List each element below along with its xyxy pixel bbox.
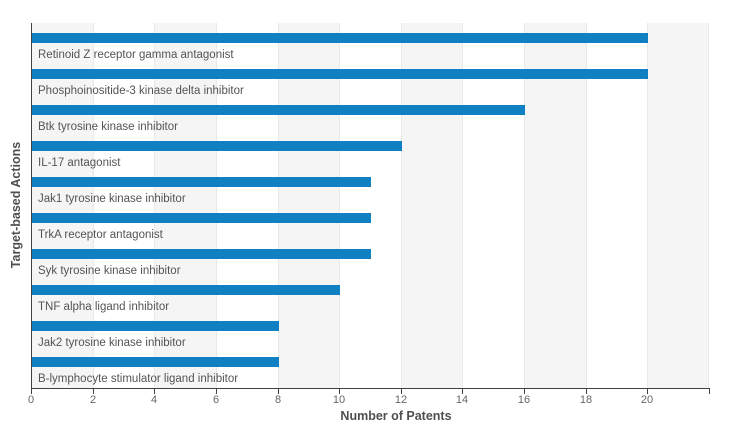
x-axis-title: Number of Patents bbox=[340, 409, 452, 423]
x-tick-label: 18 bbox=[579, 394, 593, 406]
x-axis-tick bbox=[154, 389, 155, 394]
x-axis-tick bbox=[31, 389, 32, 394]
x-axis-tick bbox=[216, 389, 217, 394]
category-label: Syk tyrosine kinase inhibitor bbox=[38, 265, 181, 277]
gridline bbox=[339, 23, 340, 388]
background-band bbox=[524, 23, 586, 388]
x-tick-label: 10 bbox=[332, 394, 346, 406]
gridline bbox=[216, 23, 217, 388]
bar[interactable] bbox=[32, 321, 279, 331]
bar[interactable] bbox=[32, 249, 371, 259]
x-tick-label: 8 bbox=[274, 394, 282, 406]
x-axis-tick bbox=[647, 389, 648, 394]
x-tick-label: 14 bbox=[455, 394, 469, 406]
x-tick-label: 12 bbox=[394, 394, 408, 406]
gridline bbox=[401, 23, 402, 388]
plot-area: Retinoid Z receptor gamma antagonist Phos… bbox=[31, 23, 709, 388]
x-axis-tick bbox=[278, 389, 279, 394]
category-label: Jak1 tyrosine kinase inhibitor bbox=[38, 193, 186, 205]
category-label: Retinoid Z receptor gamma antagonist bbox=[38, 49, 234, 61]
bar[interactable] bbox=[32, 105, 526, 115]
bar[interactable] bbox=[32, 141, 402, 151]
x-tick-label: 4 bbox=[150, 394, 158, 406]
category-label: IL-17 antagonist bbox=[38, 157, 121, 169]
gridline bbox=[524, 23, 525, 388]
x-tick-label: 0 bbox=[27, 394, 35, 406]
bar[interactable] bbox=[32, 213, 371, 223]
background-band bbox=[647, 23, 709, 388]
bar[interactable] bbox=[32, 69, 649, 79]
bar[interactable] bbox=[32, 285, 341, 295]
category-label: Phosphoinositide-3 kinase delta inhibito… bbox=[38, 85, 244, 97]
x-tick-label: 16 bbox=[517, 394, 531, 406]
x-tick-label: 6 bbox=[212, 394, 220, 406]
gridline bbox=[708, 23, 709, 388]
background-band bbox=[400, 23, 463, 388]
category-label: TrkA receptor antagonist bbox=[38, 229, 163, 241]
bar[interactable] bbox=[32, 33, 649, 43]
gridline bbox=[278, 23, 279, 388]
x-tick-label: 20 bbox=[640, 394, 654, 406]
category-label: Jak2 tyrosine kinase inhibitor bbox=[38, 337, 186, 349]
y-axis-line bbox=[31, 23, 32, 389]
bar[interactable] bbox=[32, 177, 371, 187]
x-axis-tick bbox=[586, 389, 587, 394]
gridline bbox=[93, 23, 94, 388]
x-axis-line bbox=[31, 388, 710, 389]
category-label: B-lymphocyte stimulator ligand inhibitor bbox=[38, 373, 239, 385]
x-axis-tick bbox=[401, 389, 402, 394]
x-axis-tick bbox=[339, 389, 340, 394]
gridline bbox=[586, 23, 587, 388]
x-axis-tick bbox=[709, 389, 710, 394]
gridline bbox=[647, 23, 648, 388]
bar[interactable] bbox=[32, 357, 279, 367]
category-label: TNF alpha ligand inhibitor bbox=[38, 301, 170, 313]
x-axis-tick bbox=[93, 389, 94, 394]
gridline bbox=[462, 23, 463, 388]
gridline bbox=[154, 23, 155, 388]
x-axis-tick bbox=[462, 389, 463, 394]
category-label: Btk tyrosine kinase inhibitor bbox=[38, 121, 178, 133]
x-axis-tick bbox=[524, 389, 525, 394]
y-axis-title: Target-based Actions bbox=[9, 141, 23, 269]
x-tick-label: 2 bbox=[89, 394, 97, 406]
background-band bbox=[277, 23, 340, 388]
